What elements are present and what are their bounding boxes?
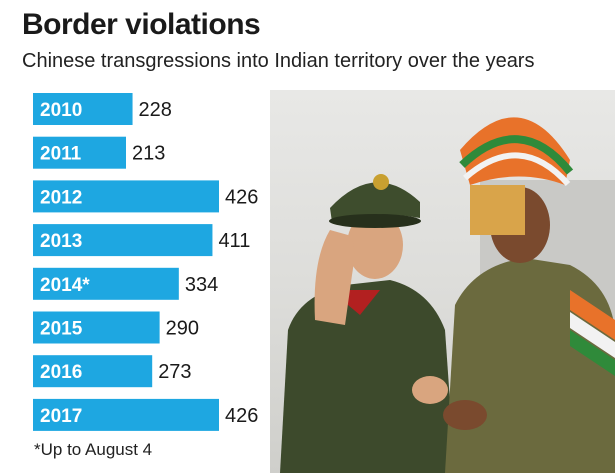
footnote: *Up to August 4 [34, 440, 153, 459]
bar-2016 [33, 355, 153, 388]
chart-subtitle: Chinese transgressions into Indian terri… [22, 50, 535, 72]
chart-title: Border violations [22, 8, 261, 41]
value-label: 411 [218, 230, 250, 252]
category-label: 2016 [40, 362, 82, 383]
soldiers-photo [270, 90, 615, 473]
value-label: 334 [185, 274, 218, 296]
category-label: 2012 [40, 187, 82, 208]
value-label: 426 [225, 405, 258, 427]
turban-icon [460, 117, 570, 185]
bar-2013 [33, 224, 213, 257]
bar-2017 [33, 398, 219, 431]
category-label: 2011 [40, 144, 82, 165]
value-label: 213 [132, 143, 165, 165]
category-label: 2017 [40, 406, 82, 427]
bar-2012 [33, 180, 219, 213]
value-label: 426 [225, 186, 258, 208]
value-label: 290 [166, 318, 199, 340]
category-label: 2013 [40, 231, 82, 252]
bar-2014 [33, 267, 179, 300]
indian-soldier-uniform-icon [445, 258, 615, 473]
chinese-soldier-cap-icon [330, 182, 420, 222]
category-label: 2015 [40, 319, 83, 340]
bar-2015 [33, 311, 160, 344]
category-label: 2014* [40, 275, 90, 296]
raised-hand-icon [314, 230, 355, 325]
category-label: 2010 [40, 100, 82, 121]
bar-chart: 2010 228 2011 213 2012 426 2013 411 2014* 334 2015… [33, 93, 258, 431]
bar-2011 [33, 136, 126, 169]
bar-2010 [33, 93, 133, 125]
value-label: 228 [139, 99, 172, 121]
value-label: 273 [158, 361, 191, 383]
chinese-soldier-face-icon [347, 211, 403, 279]
turban-fringe-icon [470, 185, 525, 235]
chinese-soldier-uniform-icon [280, 280, 455, 473]
